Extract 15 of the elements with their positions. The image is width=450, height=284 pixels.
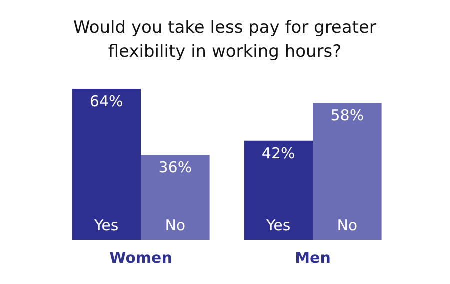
x-tick-label: Men [295,248,331,267]
chart-title: Would you take less pay for greater flexibility in working hours? [72,17,378,64]
series-label: Yes [93,216,119,234]
data-label: 42% [262,144,296,162]
bar [244,140,313,240]
text: No [337,216,358,234]
bar [313,103,382,240]
bar [72,89,141,240]
data-label: 36% [158,158,192,176]
series-label: No [165,216,186,234]
x-tick-label: Women [110,248,172,267]
data-label: 64% [90,92,124,110]
bar [141,155,210,240]
text: Yes [266,216,291,234]
data-label: 58% [330,106,364,125]
